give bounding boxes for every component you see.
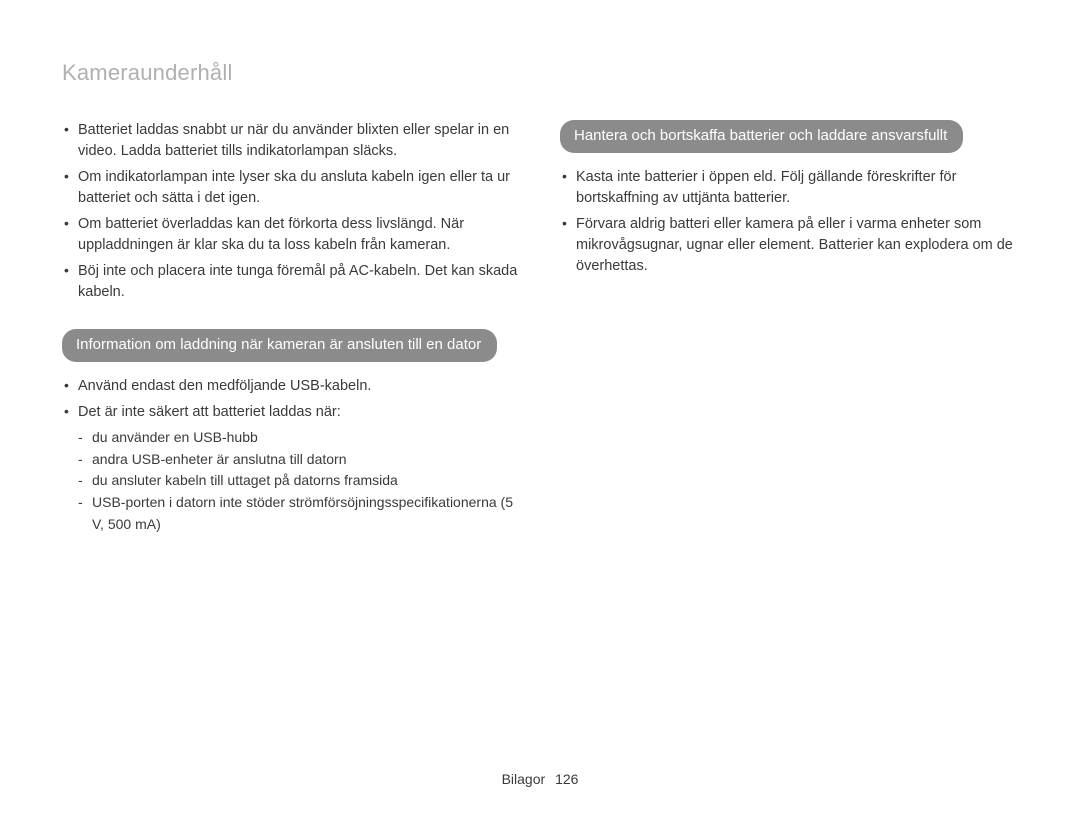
section-pill-dispose: Hantera och bortskaffa batterier och lad…: [560, 120, 963, 153]
bullet-item: Böj inte och placera inte tunga föremål …: [62, 261, 524, 302]
dash-item: du använder en USB-hubb: [78, 427, 524, 449]
bullet-item: Om batteriet överladdas kan det förkorta…: [62, 214, 524, 255]
right-bullets: Kasta inte batterier i öppen eld. Följ g…: [560, 167, 1022, 276]
left-mid-bullets: Använd endast den medföljande USB-kabeln…: [62, 376, 524, 536]
page-title: Kameraunderhåll: [62, 60, 1022, 86]
dash-item: du ansluter kabeln till uttaget på dator…: [78, 470, 524, 492]
dash-item: andra USB-enheter är anslutna till dator…: [78, 449, 524, 471]
bullet-text: Det är inte säkert att batteriet laddas …: [78, 404, 341, 420]
footer-page-number: 126: [555, 771, 578, 787]
left-top-bullets: Batteriet laddas snabbt ur när du använd…: [62, 120, 524, 303]
bullet-item: Kasta inte batterier i öppen eld. Följ g…: [560, 167, 1022, 208]
right-column: Hantera och bortskaffa batterier och lad…: [560, 120, 1022, 541]
page: Kameraunderhåll Batteriet laddas snabbt …: [0, 0, 1080, 815]
dash-item: USB-porten i datorn inte stöder strömför…: [78, 492, 524, 535]
columns: Batteriet laddas snabbt ur när du använd…: [62, 120, 1022, 541]
page-footer: Bilagor 126: [0, 771, 1080, 787]
bullet-item: Det är inte säkert att batteriet laddas …: [62, 402, 524, 535]
sub-dashes: du använder en USB-hubb andra USB-enhete…: [78, 427, 524, 535]
bullet-item: Batteriet laddas snabbt ur när du använd…: [62, 120, 524, 161]
bullet-item: Använd endast den medföljande USB-kabeln…: [62, 376, 524, 397]
bullet-item: Förvara aldrig batteri eller kamera på e…: [560, 214, 1022, 276]
footer-label: Bilagor: [502, 771, 546, 787]
section-pill-charging-pc: Information om laddning när kameran är a…: [62, 329, 497, 362]
bullet-item: Om indikatorlampan inte lyser ska du ans…: [62, 167, 524, 208]
left-column: Batteriet laddas snabbt ur när du använd…: [62, 120, 524, 541]
